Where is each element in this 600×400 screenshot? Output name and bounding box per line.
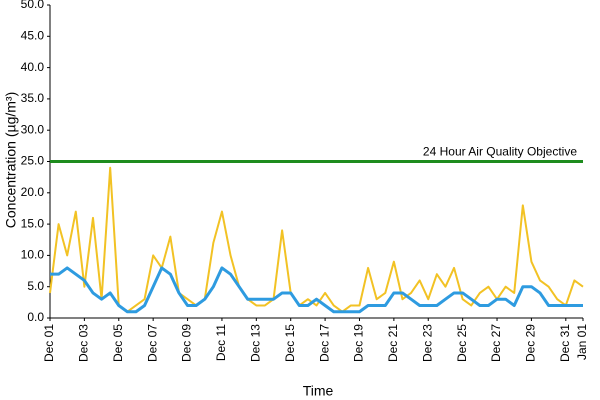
y-tick-label: 5.0 xyxy=(27,279,44,293)
x-tick-label: Dec 05 xyxy=(111,324,125,362)
x-tick-label: Dec 19 xyxy=(352,324,366,362)
x-tick-label: Jan 01 xyxy=(575,324,589,360)
y-tick-label: 30.0 xyxy=(21,122,45,136)
y-tick-label: 0.0 xyxy=(27,310,44,324)
y-tick-label: 45.0 xyxy=(21,28,45,42)
x-tick-label: Dec 01 xyxy=(42,324,56,362)
y-axis-label: Concentration (µg/m³) xyxy=(3,92,19,228)
reference-label: 24 Hour Air Quality Objective xyxy=(423,145,577,159)
series-line xyxy=(49,166,584,313)
y-tick-label: 40.0 xyxy=(21,60,45,74)
y-tick-label: 50.0 xyxy=(21,0,45,11)
x-tick-label: Dec 13 xyxy=(248,324,262,362)
y-tick-label: 35.0 xyxy=(21,91,45,105)
x-tick-label: Dec 21 xyxy=(386,324,400,362)
y-tick-label: 10.0 xyxy=(21,248,45,262)
x-tick-label: Dec 23 xyxy=(420,324,434,362)
x-tick-label: Dec 25 xyxy=(455,324,469,362)
x-tick-label: Dec 15 xyxy=(283,324,297,362)
y-tick-label: 25.0 xyxy=(21,154,45,168)
x-tick-label: Dec 11 xyxy=(214,324,228,361)
x-tick-label: Dec 31 xyxy=(558,324,572,362)
x-tick-label: Dec 17 xyxy=(317,324,331,362)
series-line xyxy=(50,266,583,314)
x-tick-label: Dec 07 xyxy=(145,324,159,362)
x-axis-label: Time xyxy=(303,383,334,399)
y-tick-label: 20.0 xyxy=(21,185,45,199)
x-tick-label: Dec 29 xyxy=(524,324,538,362)
x-tick-label: Dec 27 xyxy=(489,324,503,362)
x-tick-label: Dec 03 xyxy=(77,324,91,362)
x-tick-label: Dec 09 xyxy=(180,324,194,362)
y-tick-label: 15.0 xyxy=(21,216,45,230)
